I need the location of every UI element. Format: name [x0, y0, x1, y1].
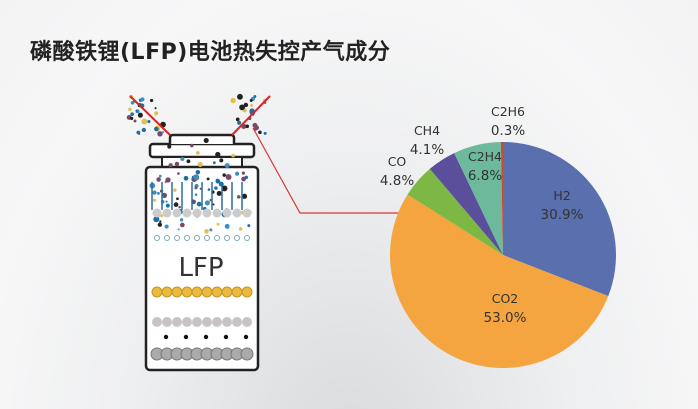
slice-label-h2: H2 — [553, 188, 570, 203]
connector-line — [252, 127, 408, 214]
pie-slice-co — [407, 168, 503, 255]
slice-label-c2h4: C2H4 — [468, 149, 502, 164]
gas-arrow-left — [129, 95, 171, 136]
slice-value-ch4: 4.1% — [410, 142, 444, 158]
slice-value-co: 4.8% — [380, 173, 414, 189]
gas-arrow-right — [231, 95, 271, 136]
pie-slice-c2h4 — [454, 142, 503, 255]
slice-label-co: CO — [388, 154, 407, 169]
pie-slice-co2 — [389, 194, 609, 369]
slice-value-c2h4: 6.8% — [468, 168, 502, 184]
battery-illustration: LFP — [126, 93, 271, 372]
slice-value-c2h6: 0.3% — [491, 123, 525, 139]
lfp-label: LFP — [178, 253, 223, 283]
pie-slice-c2h6 — [500, 142, 503, 255]
pie-slice-h2 — [503, 142, 616, 297]
chart-title: 磷酸铁锂(LFP)电池热失控产气成分 — [30, 40, 391, 65]
slice-label-ch4: CH4 — [414, 123, 440, 138]
slice-label-co2: CO2 — [492, 291, 519, 306]
slice-value-h2: 30.9% — [541, 207, 584, 223]
pie-slice-ch4 — [429, 153, 503, 255]
pie-chart: H2 30.9% CO2 53.0% CO 4.8% CH4 4.1% C2H4 6.8% C2H6… — [380, 104, 616, 369]
slice-value-co2: 53.0% — [484, 310, 527, 326]
slice-label-c2h6: C2H6 — [491, 104, 525, 119]
